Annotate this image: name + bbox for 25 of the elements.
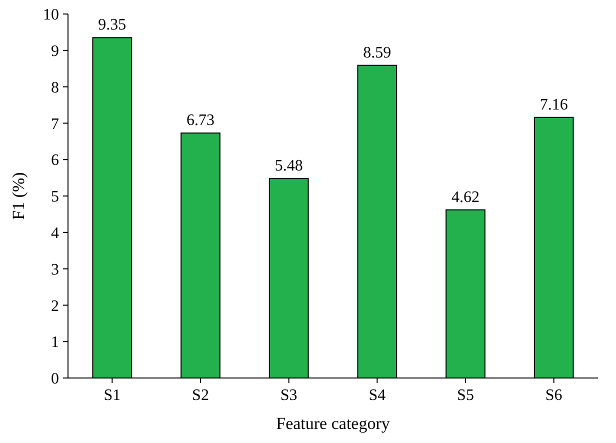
- data-label: 5.48: [274, 158, 303, 175]
- y-tick-label: 7: [51, 116, 59, 133]
- y-tick-label: 8: [51, 79, 59, 96]
- x-axis-title: Feature category: [276, 414, 390, 433]
- y-tick-label: 1: [51, 334, 59, 352]
- y-tick-label: 0: [51, 370, 59, 388]
- x-tick-label: S6: [545, 387, 562, 404]
- x-tick-label: S2: [192, 387, 209, 404]
- y-tick-label: 5: [51, 188, 59, 206]
- y-axis-title: F1 (%): [9, 172, 28, 220]
- data-label: 8.59: [363, 44, 392, 62]
- data-label: 6.73: [186, 112, 214, 130]
- data-label: 7.16: [540, 96, 568, 114]
- data-label: 9.35: [98, 16, 126, 34]
- x-tick-label: S5: [457, 387, 474, 404]
- x-tick-label: S4: [368, 387, 386, 404]
- x-tick-label: S3: [280, 387, 298, 404]
- y-tick-label: 2: [51, 298, 59, 315]
- y-tick-label: 4: [51, 225, 59, 242]
- y-tick-label: 10: [43, 6, 59, 24]
- y-tick-label: 3: [51, 261, 59, 278]
- y-tick-label: 6: [51, 152, 59, 170]
- x-tick-label: S1: [104, 387, 121, 404]
- data-label: 4.62: [452, 188, 480, 206]
- y-tick-label: 9: [51, 43, 59, 60]
